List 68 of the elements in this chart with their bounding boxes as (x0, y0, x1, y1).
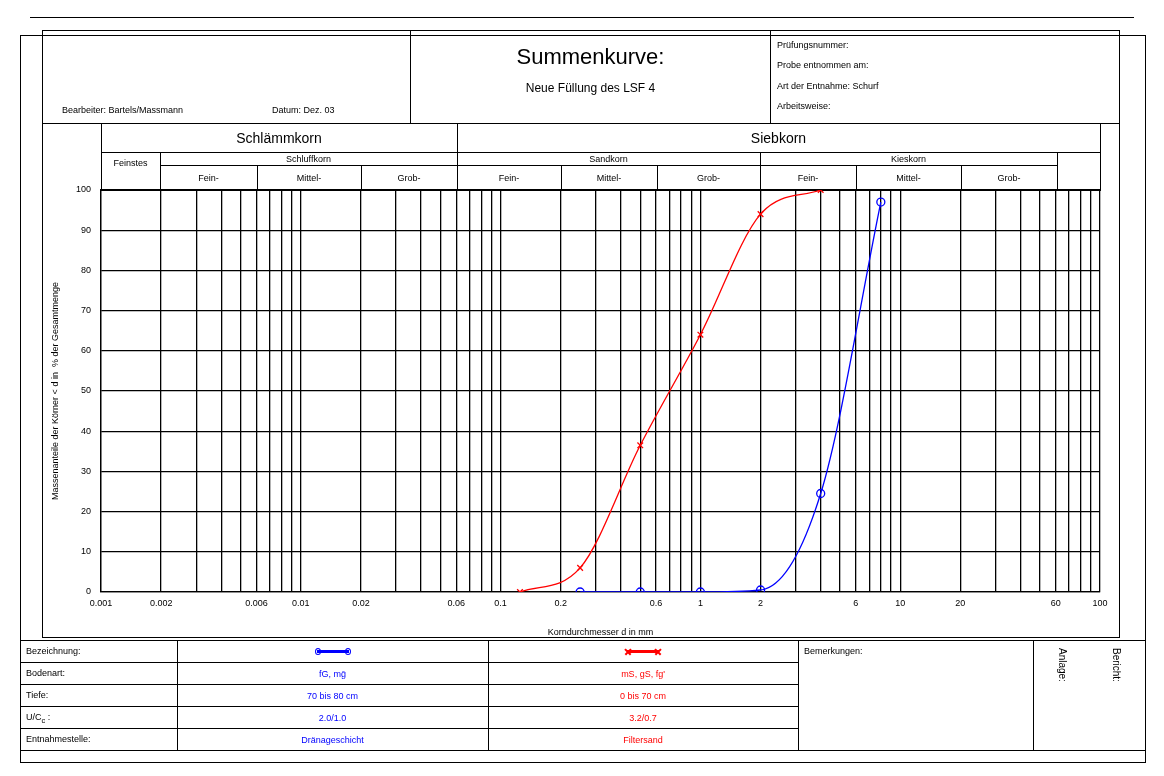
y-tick-label: 50 (80, 385, 91, 396)
y-tick-label: 10 (80, 546, 91, 557)
y-tick-label: 100 (75, 184, 91, 195)
y-tick-label: 0 (85, 586, 91, 597)
y-tick-label: 70 (80, 305, 91, 316)
text: Bezeichnung: (26, 646, 81, 656)
text: 3.2/0.7 (628, 711, 658, 725)
text: Grob- (696, 171, 721, 185)
x-tick-label: 0.02 (352, 597, 370, 608)
x-tick-label: 60 (1050, 597, 1061, 608)
text: Bodenart: (26, 668, 66, 678)
y-tick-label: 20 (80, 506, 91, 517)
text: Art der Entnahme: Schurf (777, 81, 879, 91)
text: Bemerkungen: (804, 646, 863, 656)
text: U/C$_{c}$ : (26, 712, 51, 725)
text: fG, mḡ (318, 667, 347, 681)
text: mS, gS, fg' (620, 667, 666, 681)
text: Sandkorn (588, 152, 629, 165)
x-tick-label: 0.1 (494, 597, 507, 608)
text: Grob- (396, 171, 422, 185)
text: Anlage: (1057, 648, 1068, 682)
y-axis-title: Massenanteile der Körner < d in % der Gesamtmenge (49, 282, 60, 500)
x-tick-label: 1 (697, 597, 703, 608)
text: Fein- (197, 171, 220, 185)
text: Fein- (796, 171, 820, 185)
y-tick-label: 90 (80, 224, 91, 235)
x-tick-label: 10 (895, 597, 906, 608)
text: Dränageschicht (177, 728, 488, 751)
text: Prüfungsnummer: (777, 40, 849, 50)
x-tick-label: 0.06 (447, 597, 466, 608)
text: Schlämmkorn (235, 128, 323, 148)
x-tick-label: 20 (955, 597, 966, 608)
text: Arbeitsweise: (777, 101, 831, 111)
x-tick-label: 0.6 (649, 597, 663, 608)
text: Bearbeiter: Bartels/Massmann (62, 105, 184, 115)
chart-title: Summenkurve: (515, 43, 666, 71)
text: Mittel- (895, 171, 922, 185)
x-tick-label: 0.01 (292, 597, 310, 608)
x-tick-label: 0.006 (245, 597, 268, 608)
text: Tiefe: (26, 690, 49, 700)
text: Schluffkorn (285, 152, 332, 165)
y-tick-label: 60 (80, 345, 91, 356)
text: Siebkorn (749, 128, 808, 148)
text: Probe entnommen am: (777, 60, 869, 70)
text: Filtersand (488, 728, 798, 751)
text: Mittel- (595, 171, 623, 185)
x-tick-label: 0.2 (554, 597, 567, 608)
text: Fein- (497, 171, 521, 185)
y-tick-label: 40 (80, 425, 91, 436)
x-tick-label: 0.002 (149, 597, 173, 608)
text: Bericht: (1111, 648, 1122, 682)
chart-subtitle: Neue Füllung des LSF 4 (524, 80, 657, 97)
x-tick-label: 6 (853, 597, 859, 608)
text: 2.0/1.0 (317, 711, 348, 725)
text: 70 bis 80 cm (306, 689, 359, 703)
x-tick-label: 0.001 (89, 597, 113, 608)
text: Kieskorn (890, 152, 927, 165)
text: Mittel- (295, 171, 323, 185)
text: Feinstes (112, 157, 149, 170)
text: Datum: Dez. 03 (272, 105, 335, 115)
text: Grob- (996, 171, 1022, 185)
x-tick-label: 100 (1092, 597, 1108, 608)
y-tick-label: 30 (80, 465, 91, 476)
x-tick-label: 2 (758, 597, 764, 608)
text: 0 bis 70 cm (619, 689, 667, 703)
text: Entnahmestelle: (26, 734, 91, 744)
y-tick-label: 80 (80, 264, 91, 275)
x-axis-title: Korndurchmesser d in mm (547, 627, 654, 638)
